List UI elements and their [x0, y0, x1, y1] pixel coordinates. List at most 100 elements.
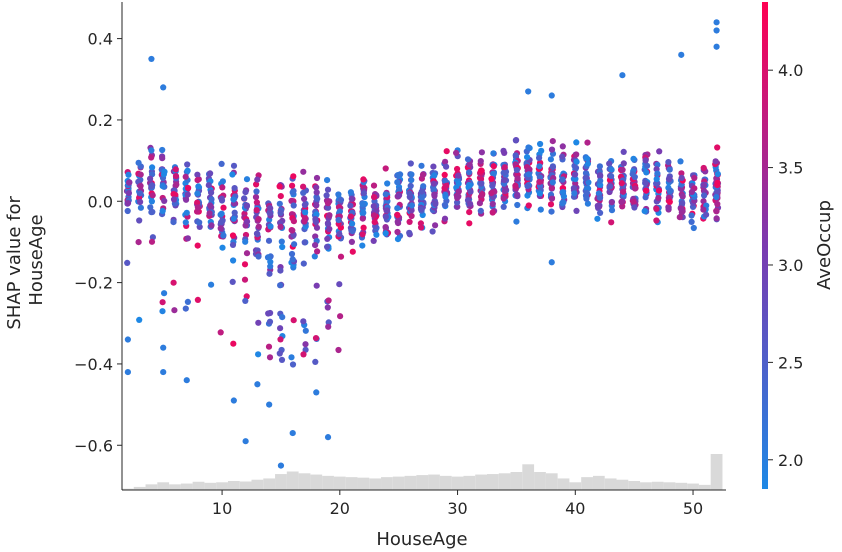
histogram-bar: [628, 481, 641, 490]
data-point: [429, 228, 436, 235]
data-point: [454, 165, 461, 173]
data-point: [159, 146, 166, 154]
data-point: [302, 341, 309, 348]
data-point: [337, 313, 344, 320]
histogram-bar: [251, 479, 264, 490]
x-ticks: 10 20 30 40 50: [212, 490, 703, 518]
data-point: [677, 158, 684, 165]
data-point: [208, 189, 215, 196]
histogram-bar: [357, 477, 370, 490]
data-point: [642, 157, 649, 164]
histogram-bar: [298, 473, 311, 490]
y-tick-label: 0.4: [88, 30, 113, 49]
data-point: [325, 323, 332, 330]
data-point: [382, 213, 389, 220]
data-point: [170, 191, 177, 198]
data-point: [548, 259, 555, 266]
data-point: [314, 195, 321, 202]
y-ticks: 0.4 0.2 0.0 −0.2 −0.4 −0.6: [74, 30, 122, 455]
data-point: [655, 194, 662, 201]
data-point: [597, 209, 604, 216]
data-point: [325, 297, 332, 304]
data-point: [490, 163, 497, 170]
data-point: [467, 188, 474, 195]
data-point: [656, 148, 663, 155]
axes: [121, 2, 726, 491]
histogram-bar: [369, 478, 382, 490]
data-point: [501, 149, 508, 156]
data-point: [230, 196, 237, 203]
data-point: [584, 200, 592, 207]
histogram-bar: [651, 481, 664, 490]
data-point: [147, 175, 154, 182]
data-point: [349, 228, 356, 235]
x-tick-label: 50: [683, 499, 703, 518]
data-point: [490, 150, 497, 157]
data-point: [677, 205, 684, 212]
data-point: [560, 199, 567, 206]
histogram-bar: [122, 488, 134, 490]
data-point: [194, 296, 201, 303]
y-axis-label-line-1: SHAP value for: [4, 196, 25, 330]
data-point: [255, 253, 262, 260]
data-point: [514, 191, 521, 198]
data-point: [643, 169, 650, 176]
data-point: [373, 231, 380, 238]
histogram-bar: [157, 482, 170, 490]
histogram-bar: [192, 481, 205, 490]
data-point: [536, 178, 543, 185]
data-point: [713, 43, 720, 50]
data-point: [548, 195, 556, 202]
data-point: [267, 263, 274, 270]
data-point: [690, 224, 697, 232]
data-point: [478, 149, 485, 156]
data-point: [349, 248, 356, 255]
data-point: [713, 27, 720, 34]
data-point: [277, 223, 284, 230]
histogram-bar: [675, 482, 688, 490]
data-point: [278, 356, 286, 363]
data-point: [653, 176, 660, 183]
data-point: [276, 183, 283, 190]
data-point: [701, 192, 708, 199]
data-point: [243, 203, 250, 210]
data-point: [206, 210, 213, 217]
data-point: [300, 260, 307, 267]
data-point: [597, 172, 604, 179]
data-point: [300, 351, 307, 358]
data-point: [242, 297, 249, 304]
data-point: [336, 208, 343, 215]
data-point: [267, 309, 274, 317]
data-point: [218, 160, 225, 167]
data-point: [277, 325, 284, 332]
data-point: [324, 177, 331, 184]
data-point: [406, 218, 413, 225]
data-point: [370, 237, 377, 244]
data-point: [653, 205, 660, 212]
data-point: [124, 200, 132, 207]
histogram-bar: [557, 478, 570, 490]
data-point: [289, 182, 296, 189]
data-point: [620, 160, 627, 167]
data-point: [242, 238, 249, 245]
data-point: [370, 203, 377, 210]
data-point: [124, 207, 131, 215]
data-point: [161, 197, 168, 204]
histogram-bar: [275, 474, 287, 490]
data-point: [313, 189, 320, 196]
data-point: [441, 201, 448, 209]
data-point: [548, 146, 556, 153]
data-point: [642, 179, 649, 186]
data-point: [713, 215, 720, 222]
data-point: [371, 194, 378, 201]
data-point: [253, 207, 260, 214]
data-point: [665, 159, 672, 166]
data-point: [441, 177, 449, 184]
data-point: [489, 209, 496, 216]
data-point: [300, 189, 307, 196]
data-point: [183, 209, 190, 216]
data-point: [490, 170, 497, 177]
data-point: [160, 344, 167, 351]
data-point: [182, 219, 189, 226]
histogram-bar: [133, 486, 146, 490]
